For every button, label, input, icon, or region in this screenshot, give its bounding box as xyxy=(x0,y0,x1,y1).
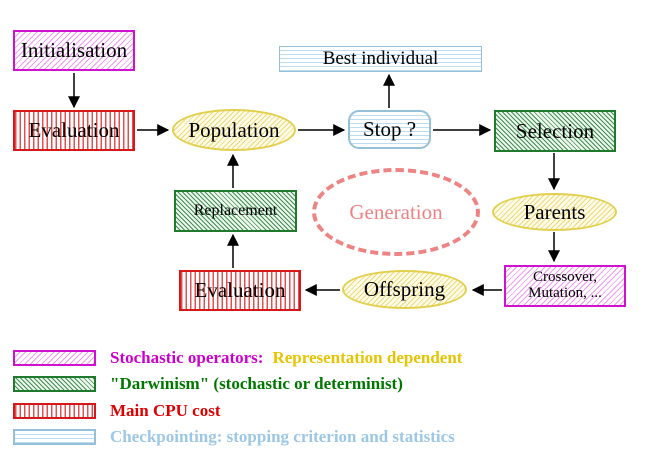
node-parents: Parents xyxy=(492,193,617,231)
legend-text-checkpointing: Checkpointing: stopping criterion and st… xyxy=(110,427,455,447)
node-generation-cycle: Generation xyxy=(312,168,480,256)
legend-row-stochastic-operators: Stochastic operators: Representation depe… xyxy=(0,348,670,370)
node-selection: Selection xyxy=(494,110,616,152)
node-replacement-label: Replacement xyxy=(193,201,278,219)
node-evaluation-top-label: Evaluation xyxy=(28,118,120,143)
node-population: Population xyxy=(172,109,296,151)
legend-row-checkpointing: Checkpointing: stopping criterion and st… xyxy=(0,427,670,449)
legend-label-checkpointing: Checkpointing: stopping criterion and st… xyxy=(110,427,455,446)
node-replacement: Replacement xyxy=(174,190,297,232)
legend-swatch-red-stripes xyxy=(13,403,96,419)
legend-text-stochastic: Stochastic operators: Representation depe… xyxy=(110,348,462,368)
legend-row-darwinism: "Darwinism" (stochastic or determinist) xyxy=(0,374,670,396)
node-initialisation: Initialisation xyxy=(13,30,135,71)
node-initialisation-label: Initialisation xyxy=(20,38,128,63)
legend-label-representation-dependent: Representation dependent xyxy=(272,348,463,367)
node-evaluation-bottom: Evaluation xyxy=(179,270,301,311)
legend-text-cpu-cost: Main CPU cost xyxy=(110,401,220,421)
legend-swatch-cyan-stripes xyxy=(13,429,96,445)
node-selection-label: Selection xyxy=(515,118,595,143)
node-parents-label: Parents xyxy=(523,199,586,224)
node-best-individual: Best individual xyxy=(279,46,482,72)
legend-label-main-cpu-cost: Main CPU cost xyxy=(110,401,221,420)
node-population-label: Population xyxy=(188,117,280,142)
legend-text-darwinism: "Darwinism" (stochastic or determinist) xyxy=(110,374,403,394)
node-evaluation-bottom-label: Evaluation xyxy=(194,278,286,303)
node-crossover-label-line1: Crossover, xyxy=(533,269,597,286)
node-offspring: Offspring xyxy=(342,270,467,309)
node-generation-label: Generation xyxy=(349,199,443,224)
node-crossover-label-line2: Mutation, ... xyxy=(528,285,602,301)
node-stop: Stop ? xyxy=(348,110,431,149)
legend-swatch-green-hatch xyxy=(13,376,96,392)
legend-row-main-cpu-cost: Main CPU cost xyxy=(0,401,670,423)
node-stop-label: Stop ? xyxy=(362,117,417,142)
node-crossover-mutation: Crossover, Mutation, ... xyxy=(504,265,626,307)
node-evaluation-top: Evaluation xyxy=(13,110,135,151)
legend-label-stochastic-operators: Stochastic operators: xyxy=(110,348,264,367)
legend-swatch-magenta-hatch xyxy=(13,350,96,366)
node-offspring-label: Offspring xyxy=(363,277,446,302)
legend-label-darwinism: "Darwinism" (stochastic or determinist) xyxy=(110,374,403,393)
node-best-individual-label: Best individual xyxy=(322,48,439,70)
